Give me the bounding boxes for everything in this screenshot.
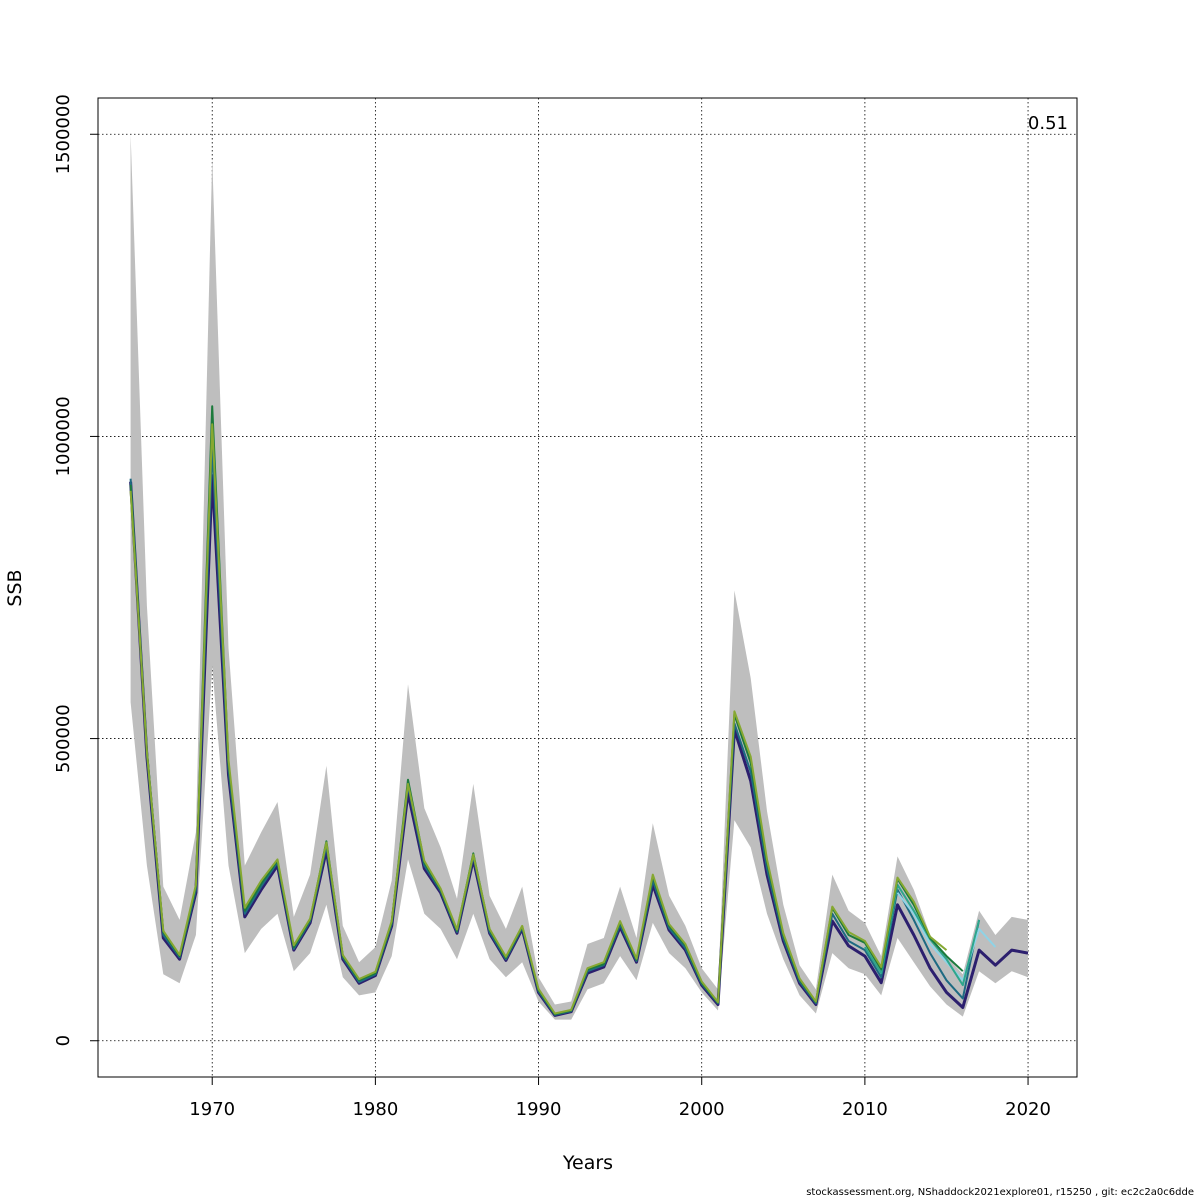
y-tick-label: 500000 bbox=[53, 704, 74, 773]
y-tick-label: 1000000 bbox=[53, 396, 74, 476]
y-tick-label: 1500000 bbox=[53, 94, 74, 174]
x-tick-label: 1990 bbox=[516, 1099, 562, 1120]
y-axis: 0 500000 1000000 1500000 bbox=[53, 94, 98, 1046]
x-tick-label: 1970 bbox=[189, 1099, 235, 1120]
x-tick-label: 2010 bbox=[842, 1099, 888, 1120]
y-axis-title: SSB bbox=[4, 569, 26, 606]
x-tick-label: 1980 bbox=[352, 1099, 398, 1120]
confidence-band bbox=[130, 134, 1029, 1020]
x-axis-title: Years bbox=[562, 1152, 613, 1174]
series-line-6 bbox=[129, 423, 948, 1015]
x-tick-label: 2020 bbox=[1005, 1099, 1051, 1120]
x-tick-label: 2000 bbox=[679, 1099, 725, 1120]
series-layer bbox=[129, 405, 1029, 1017]
mohns-rho-label: 0.51 bbox=[1028, 113, 1068, 134]
plot-frame bbox=[97, 97, 1078, 1078]
x-axis: 1970 1980 1990 2000 2010 2020 bbox=[189, 1077, 1051, 1120]
footer-credit: stockassessment.org, NShaddock2021explor… bbox=[806, 1187, 1194, 1198]
y-tick-label: 0 bbox=[53, 1035, 74, 1046]
series-line-3 bbox=[896, 892, 997, 982]
confidence-band-layer bbox=[130, 134, 1029, 1020]
